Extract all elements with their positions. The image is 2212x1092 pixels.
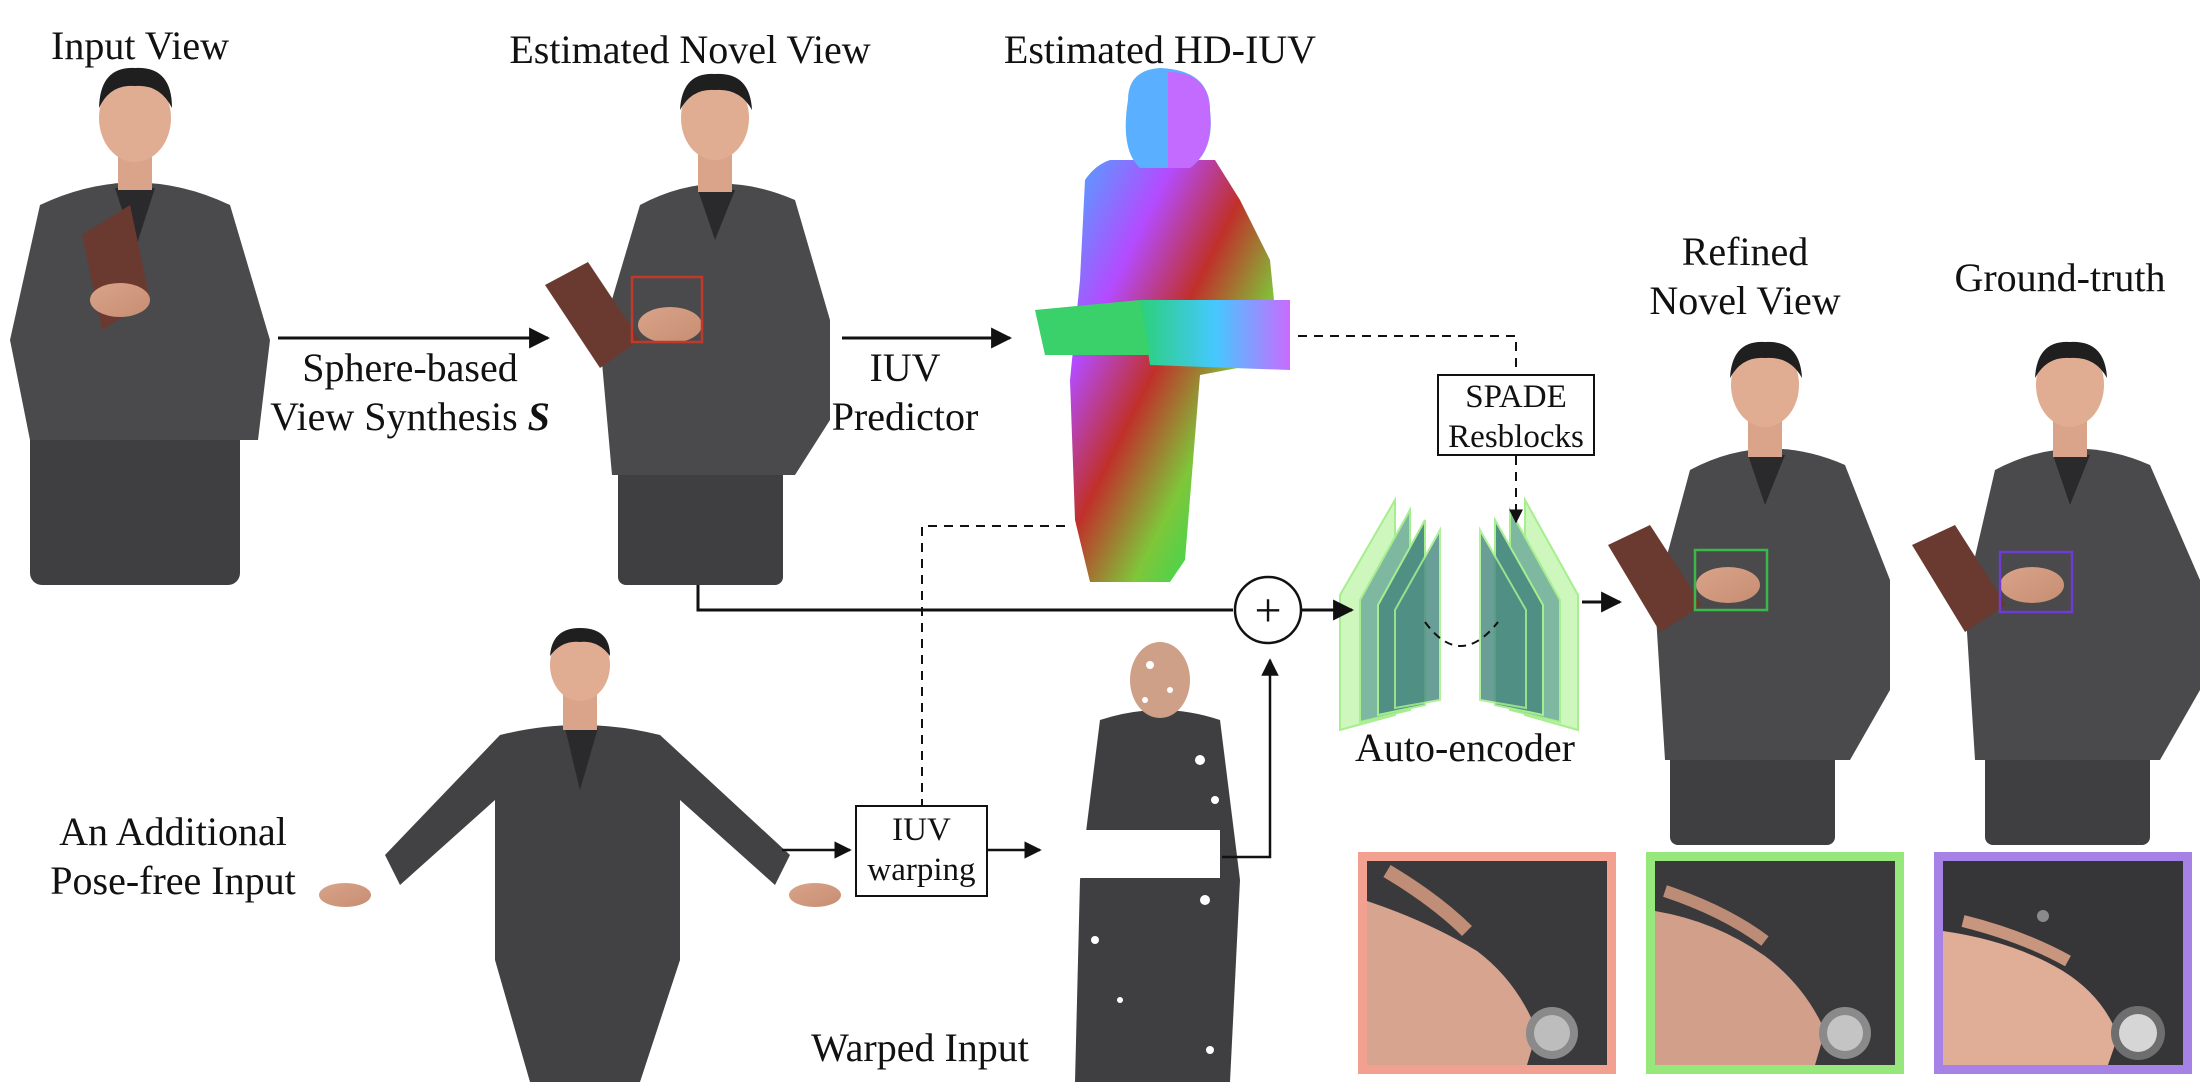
refined-title-line2: Novel View [1649, 277, 1841, 323]
input-view-title: Input View [30, 22, 250, 71]
refined-novel-view-title: Refined Novel View [1620, 228, 1870, 326]
sum-symbol: + [1254, 584, 1281, 637]
additional-input-label: An Additional Pose-free Input [18, 808, 328, 906]
dashed-iuv-to-warping [921, 525, 1065, 805]
input-view-title-text: Input View [51, 23, 229, 68]
inset-ground-truth-content [1943, 910, 2165, 1065]
sphere-view-synthesis-label: Sphere-based View Synthesis S [255, 344, 565, 442]
pose-free-input-person [319, 628, 841, 1082]
sphere-label-line1: Sphere-based [302, 345, 518, 390]
inset-refined-content [1655, 885, 1871, 1065]
inset-estimated-content [1367, 864, 1578, 1065]
auto-encoder-label: Auto-encoder [1330, 724, 1600, 773]
iuv-warping-line1: IUV [892, 812, 951, 848]
spade-resblocks-box: SPADE Resblocks [1437, 374, 1595, 456]
estimated-novel-view-title-text: Estimated Novel View [509, 27, 871, 72]
iuv-warping-line2: warping [867, 851, 976, 888]
ground-truth-crop-box [1998, 550, 2074, 614]
ground-truth-title: Ground-truth [1935, 254, 2185, 303]
additional-line2: Pose-free Input [50, 857, 296, 903]
warped-input-label: Warped Input [790, 1024, 1050, 1073]
estimated-hd-iuv-title: Estimated HD-IUV [985, 26, 1335, 75]
iuv-predictor-line1: IUV [869, 345, 941, 390]
estimated-novel-view-title: Estimated Novel View [495, 26, 885, 75]
novel-view-person [545, 73, 830, 585]
additional-line1: An Additional [59, 809, 287, 854]
spade-line1: SPADE [1465, 379, 1567, 415]
hd-iuv-map [1035, 68, 1290, 582]
sphere-label-line2: View Synthesis S [255, 393, 565, 442]
refined-view-person [1608, 341, 1890, 845]
auto-encoder-graphic [1339, 496, 1579, 732]
iuv-predictor-line2: Predictor [831, 393, 979, 439]
iuv-predictor-label: IUV Predictor [810, 344, 1000, 442]
refined-crop-box [1693, 548, 1769, 612]
inset-estimated-crop [1358, 852, 1616, 1074]
inset-refined-crop [1646, 852, 1904, 1074]
ground-truth-person [1912, 341, 2200, 845]
dashed-iuv-to-spade [1298, 335, 1517, 376]
refined-title-line1: Refined [1681, 229, 1809, 274]
spade-line2: Resblocks [1448, 418, 1584, 455]
estimated-hd-iuv-title-text: Estimated HD-IUV [1003, 27, 1317, 72]
line-novel-to-sum [696, 585, 1233, 612]
auto-encoder-label-text: Auto-encoder [1355, 725, 1575, 770]
sphere-label-text: View Synthesis [270, 393, 528, 439]
sphere-symbol: S [527, 393, 550, 439]
novel-view-crop-box [630, 275, 704, 344]
sum-node [1233, 575, 1303, 645]
warped-input-label-text: Warped Input [811, 1025, 1029, 1070]
warped-input-person [1040, 642, 1240, 1082]
arrow-warped-to-sum [1222, 658, 1279, 859]
ground-truth-title-text: Ground-truth [1954, 255, 2166, 300]
iuv-warping-box: IUV warping [855, 805, 988, 897]
input-view-person [10, 67, 270, 585]
inset-ground-truth-crop [1934, 852, 2192, 1074]
